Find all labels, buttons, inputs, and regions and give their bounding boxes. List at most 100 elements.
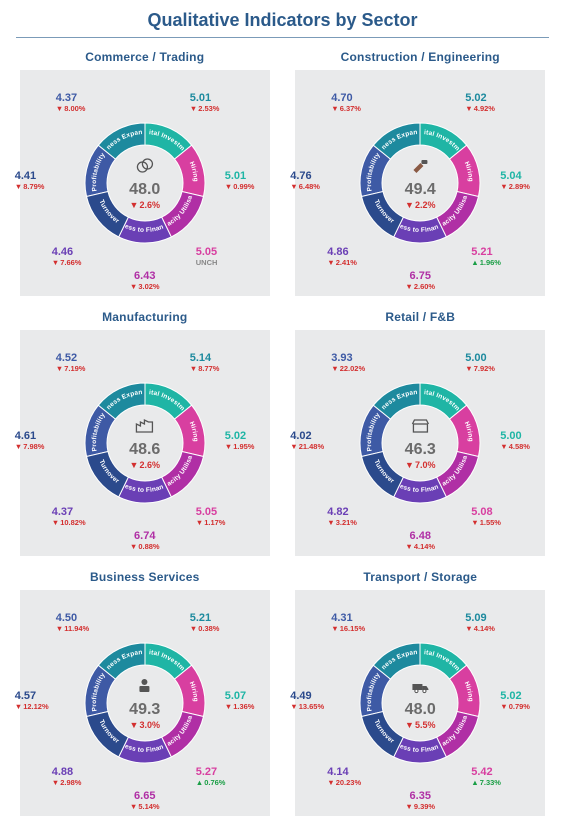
outer-label-turnover: 4.41 8.79% bbox=[15, 170, 45, 191]
center-value: 46.3 bbox=[405, 441, 436, 459]
delta-expansion: 8.77% bbox=[190, 365, 220, 374]
value-turnover: 4.61 bbox=[15, 430, 45, 443]
outer-label-capital: 5.02 0.79% bbox=[500, 690, 530, 711]
donut-chart: ProfitabilityBusiness ExpansionCapital I… bbox=[295, 590, 545, 816]
delta-expansion: 7.92% bbox=[465, 365, 495, 374]
delta-capital: 4.58% bbox=[500, 443, 530, 452]
value-capital: 5.04 bbox=[500, 170, 530, 183]
sector-panel: ManufacturingProfitabilityBusiness Expan… bbox=[16, 310, 274, 556]
value-profitability: 4.37 bbox=[56, 92, 86, 105]
sector-name: Business Services bbox=[90, 570, 199, 584]
factory-icon bbox=[135, 416, 155, 440]
sector-panel: Retail / F&BProfitabilityBusiness Expans… bbox=[292, 310, 550, 556]
value-turnover: 4.76 bbox=[290, 170, 320, 183]
outer-label-turnover: 4.76 6.48% bbox=[290, 170, 320, 191]
delta-turnover: 8.79% bbox=[15, 183, 45, 192]
value-capacity: 6.75 bbox=[395, 270, 445, 283]
value-capital: 5.02 bbox=[500, 690, 530, 703]
coins-icon bbox=[135, 156, 155, 180]
outer-label-expansion: 5.14 8.77% bbox=[190, 352, 220, 373]
sector-panel: Business Services ProfitabilityBusiness E… bbox=[16, 570, 274, 816]
outer-label-financing: 4.37 10.82% bbox=[52, 506, 86, 527]
donut-chart: ProfitabilityBusiness ExpansionCapital I… bbox=[295, 330, 545, 556]
center-stack: 48.0 5.5% bbox=[405, 676, 436, 730]
delta-expansion: 0.38% bbox=[190, 625, 220, 634]
delta-financing: 10.82% bbox=[52, 519, 86, 528]
delta-turnover: 12.12% bbox=[15, 703, 49, 712]
value-hiring: 5.42 bbox=[471, 766, 501, 779]
center-stack: 48.0 2.6% bbox=[129, 156, 160, 210]
center-stack: 46.3 7.0% bbox=[405, 416, 436, 470]
delta-financing: 7.66% bbox=[52, 259, 82, 268]
value-financing: 4.88 bbox=[52, 766, 82, 779]
outer-label-profitability: 4.31 16.15% bbox=[331, 612, 365, 633]
delta-hiring: UNCH bbox=[196, 259, 218, 268]
outer-label-hiring: 5.21 1.96% bbox=[471, 246, 501, 267]
delta-profitability: 8.00% bbox=[56, 105, 86, 114]
center-stack: 49.4 2.2% bbox=[405, 156, 436, 210]
delta-expansion: 4.92% bbox=[465, 105, 495, 114]
value-financing: 4.14 bbox=[327, 766, 361, 779]
delta-capacity: 5.14% bbox=[120, 803, 170, 812]
page-title: Qualitative Indicators by Sector bbox=[16, 10, 549, 31]
outer-label-profitability: 4.50 11.94% bbox=[56, 612, 89, 633]
delta-capital: 0.79% bbox=[500, 703, 530, 712]
hammer-icon bbox=[410, 156, 430, 180]
donut-chart: ProfitabilityBusiness ExpansionCapital I… bbox=[20, 590, 270, 816]
delta-capacity: 2.60% bbox=[395, 283, 445, 292]
value-turnover: 4.41 bbox=[15, 170, 45, 183]
value-financing: 4.86 bbox=[327, 246, 357, 259]
center-delta: 5.5% bbox=[405, 720, 435, 730]
delta-hiring: 7.33% bbox=[471, 779, 501, 788]
delta-turnover: 6.48% bbox=[290, 183, 320, 192]
delta-financing: 20.23% bbox=[327, 779, 361, 788]
outer-label-turnover: 4.49 13.65% bbox=[290, 690, 324, 711]
center-delta: 2.6% bbox=[130, 460, 160, 470]
value-expansion: 5.02 bbox=[465, 92, 495, 105]
value-capacity: 6.43 bbox=[120, 270, 170, 283]
truck-icon bbox=[410, 676, 430, 700]
value-turnover: 4.02 bbox=[290, 430, 324, 443]
value-turnover: 4.57 bbox=[15, 690, 49, 703]
center-delta: 2.2% bbox=[405, 200, 435, 210]
outer-label-expansion: 5.00 7.92% bbox=[465, 352, 495, 373]
outer-label-capital: 5.01 0.99% bbox=[225, 170, 255, 191]
delta-capital: 0.99% bbox=[225, 183, 255, 192]
person-icon bbox=[135, 676, 155, 700]
delta-turnover: 13.65% bbox=[290, 703, 324, 712]
delta-hiring: 1.17% bbox=[196, 519, 226, 528]
value-profitability: 4.52 bbox=[56, 352, 86, 365]
value-expansion: 5.00 bbox=[465, 352, 495, 365]
outer-label-capital: 5.02 1.95% bbox=[225, 430, 255, 451]
outer-label-expansion: 5.02 4.92% bbox=[465, 92, 495, 113]
value-hiring: 5.05 bbox=[196, 246, 218, 259]
center-value: 48.6 bbox=[129, 441, 160, 459]
center-delta: 3.0% bbox=[130, 720, 160, 730]
value-financing: 4.46 bbox=[52, 246, 82, 259]
sector-panel: Construction / EngineeringProfitabilityB… bbox=[292, 50, 550, 296]
outer-label-expansion: 5.21 0.38% bbox=[190, 612, 220, 633]
sector-name: Manufacturing bbox=[102, 310, 187, 324]
center-value: 48.0 bbox=[405, 701, 436, 719]
sector-name: Commerce / Trading bbox=[85, 50, 204, 64]
center-stack: 48.6 2.6% bbox=[129, 416, 160, 470]
value-profitability: 4.50 bbox=[56, 612, 89, 625]
delta-profitability: 7.19% bbox=[56, 365, 86, 374]
delta-hiring: 0.76% bbox=[196, 779, 226, 788]
delta-capital: 1.36% bbox=[225, 703, 255, 712]
outer-label-turnover: 4.61 7.98% bbox=[15, 430, 45, 451]
delta-turnover: 7.98% bbox=[15, 443, 45, 452]
title-divider bbox=[16, 37, 549, 38]
value-expansion: 5.21 bbox=[190, 612, 220, 625]
outer-label-profitability: 3.93 22.02% bbox=[331, 352, 365, 373]
delta-hiring: 1.55% bbox=[471, 519, 501, 528]
delta-financing: 3.21% bbox=[327, 519, 357, 528]
value-hiring: 5.21 bbox=[471, 246, 501, 259]
value-profitability: 4.70 bbox=[331, 92, 361, 105]
value-capital: 5.02 bbox=[225, 430, 255, 443]
value-turnover: 4.49 bbox=[290, 690, 324, 703]
delta-capacity: 9.39% bbox=[395, 803, 445, 812]
page: Qualitative Indicators by Sector Commerc… bbox=[0, 0, 565, 836]
outer-label-profitability: 4.70 6.37% bbox=[331, 92, 361, 113]
outer-label-capacity: 6.74 0.88% bbox=[120, 530, 170, 551]
